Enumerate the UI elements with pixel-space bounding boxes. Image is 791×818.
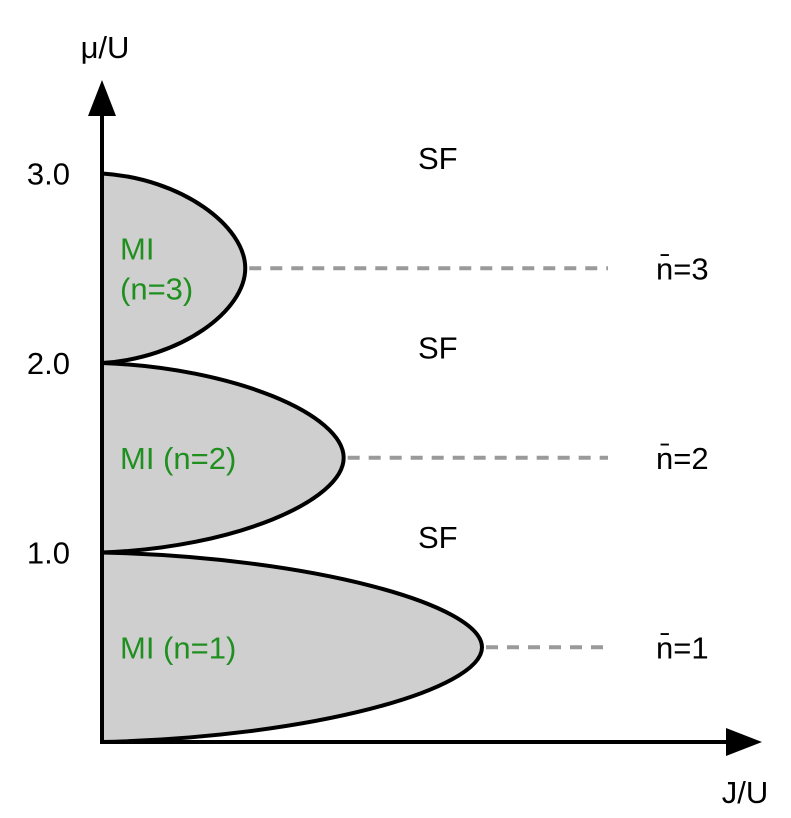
- superfluid-label: SF: [418, 520, 458, 555]
- y-tick-label: 3.0: [27, 157, 70, 192]
- axes: [88, 80, 762, 756]
- mott-lobe-label: MI (n=2): [120, 441, 236, 476]
- superfluid-label: SF: [418, 141, 458, 176]
- mott-lobe: [100, 361, 346, 555]
- mott-lobes: [100, 171, 484, 744]
- x-axis-arrowhead: [726, 728, 762, 756]
- x-axis-label: J/U: [722, 775, 769, 810]
- density-label: n̄=3: [656, 251, 709, 286]
- density-label: n̄=2: [656, 441, 709, 476]
- density-label: n̄=1: [656, 630, 709, 665]
- mott-lobe: [100, 171, 248, 365]
- mott-lobe-label: MI (n=1): [120, 630, 236, 665]
- mott-lobe: [100, 550, 484, 744]
- y-tick-label: 2.0: [27, 346, 70, 381]
- superfluid-label: SF: [418, 331, 458, 366]
- y-axis-arrowhead: [88, 80, 116, 116]
- y-tick-label: 1.0: [27, 536, 70, 571]
- mott-lobe-label: (n=3): [120, 271, 193, 306]
- y-axis-label: μ/U: [81, 30, 130, 65]
- mott-lobe-label: MI: [120, 231, 154, 266]
- density-lines: [249, 266, 608, 650]
- labels: μ/U J/U MI (n=1) MI (n=2) MI (n=3) 1.0 2.0 3.0…: [27, 30, 768, 810]
